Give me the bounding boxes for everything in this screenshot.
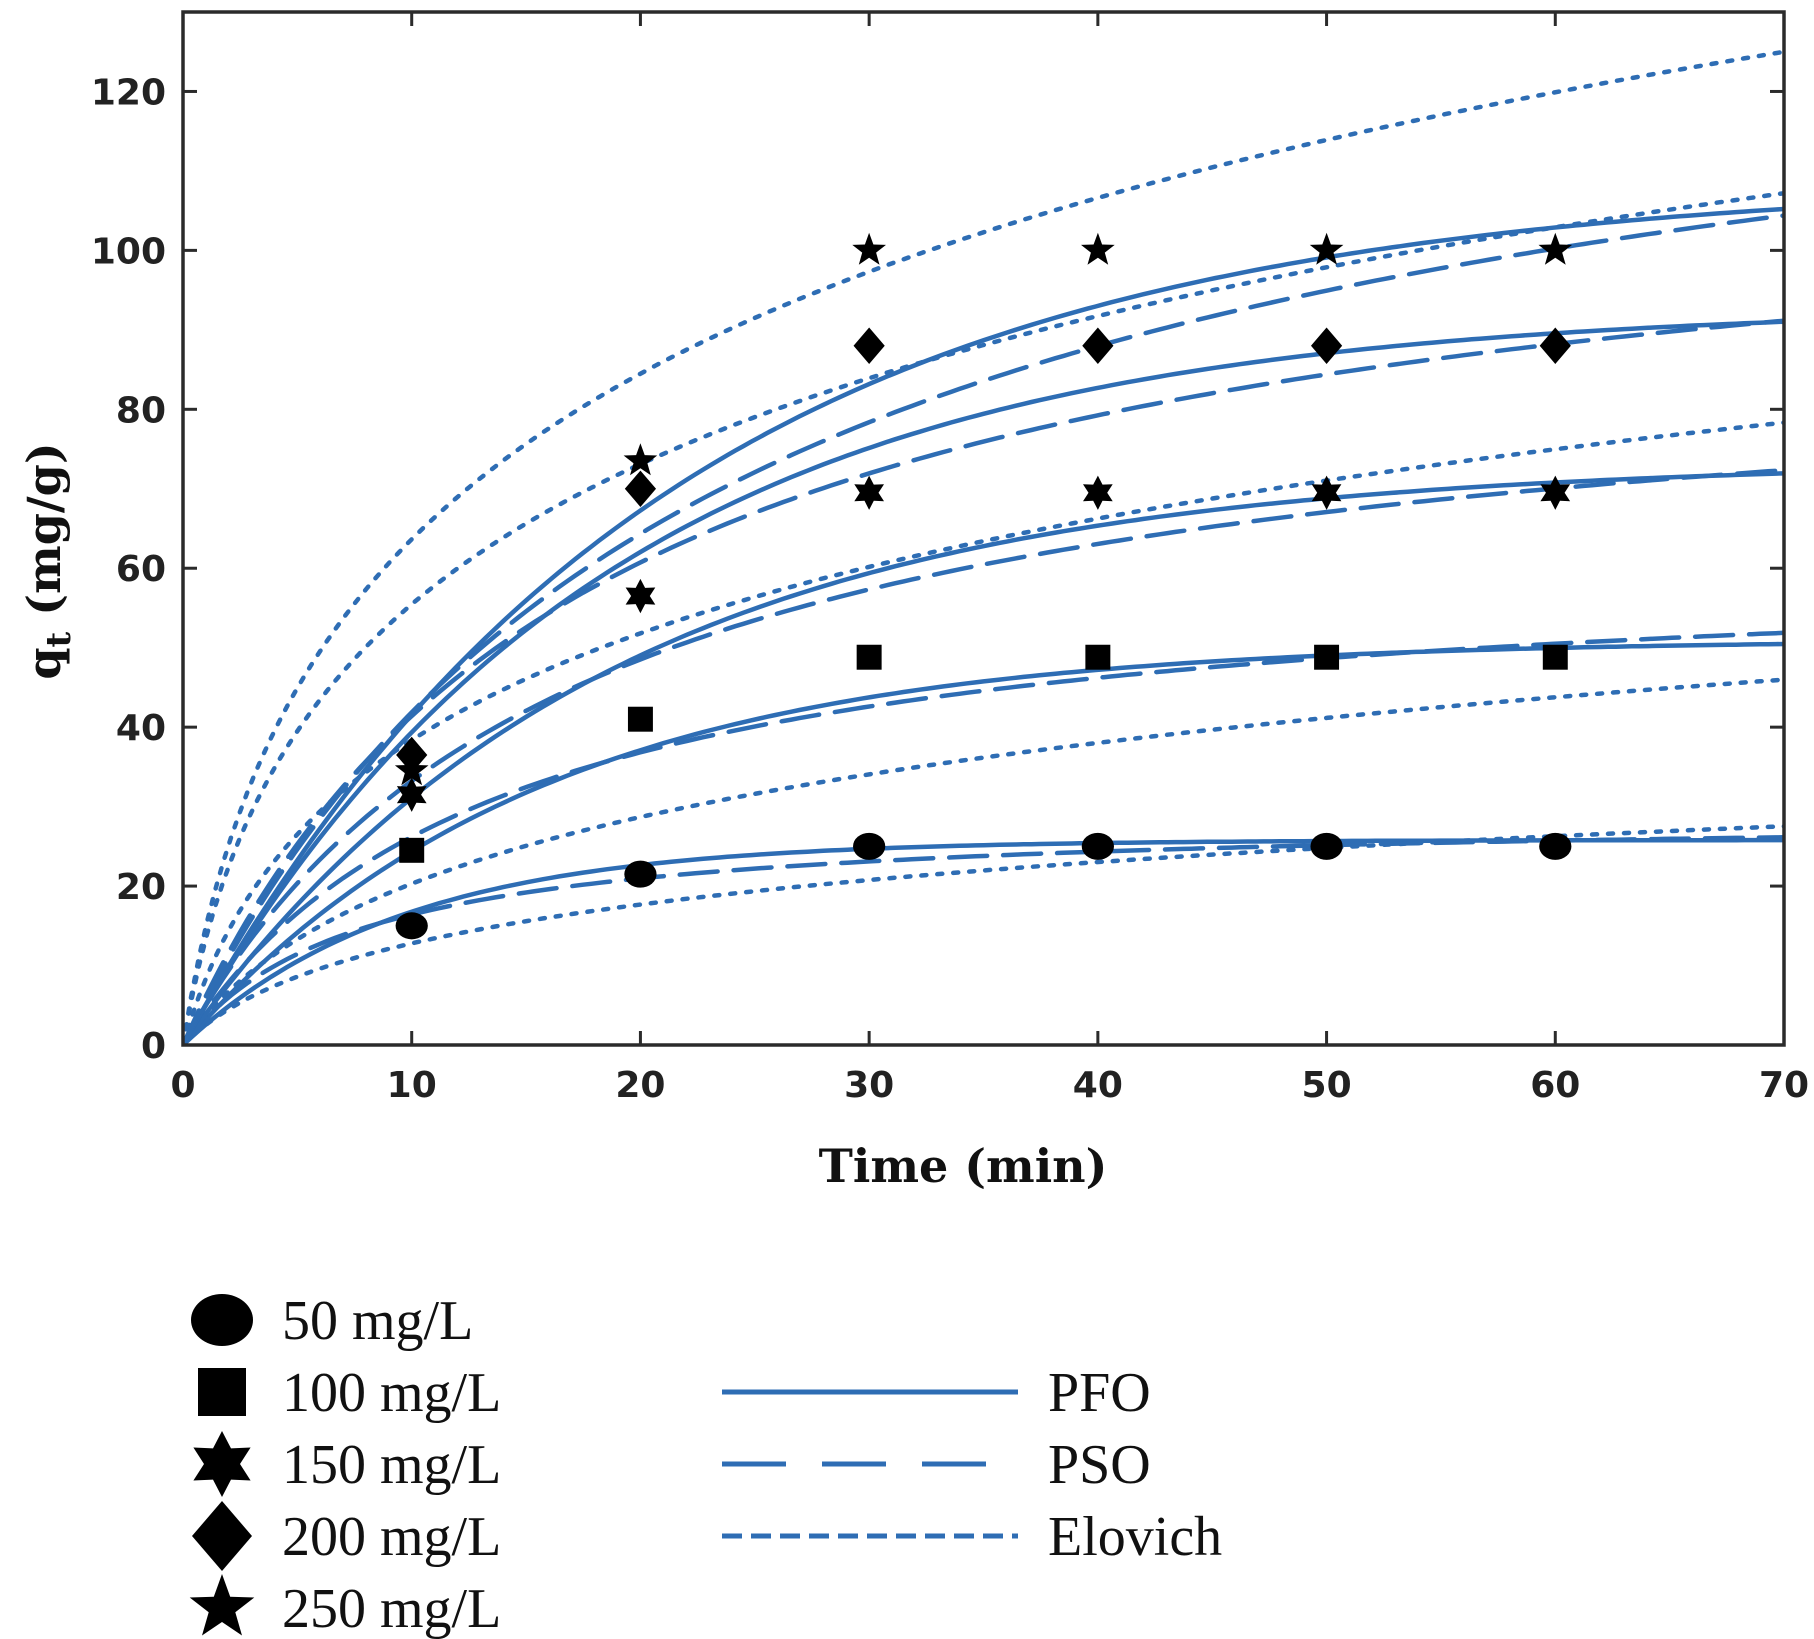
y-axis-title-sub: t xyxy=(39,631,79,647)
legend-item-1: 50 mg/L xyxy=(191,1290,473,1352)
fit-pfo-curve-4 xyxy=(183,319,1784,1045)
x-axis-title: Time (min) xyxy=(819,1139,1108,1193)
y-tick-label: 120 xyxy=(91,72,166,113)
plot-frame xyxy=(181,10,1786,1047)
data-point-4-6 xyxy=(1539,327,1571,364)
data-point-3-3 xyxy=(854,475,884,510)
data-point-4-2 xyxy=(624,470,657,507)
x-tick-label: 40 xyxy=(1073,1065,1123,1106)
y-tick-label: 80 xyxy=(116,390,166,431)
legend-fit-label: PFO xyxy=(1048,1362,1151,1424)
fit-elovich-curve-5 xyxy=(183,49,1784,1045)
data-point-2-1 xyxy=(399,837,425,863)
legend-item-2: 100 mg/L xyxy=(198,1362,501,1424)
legend-marker-star5 xyxy=(189,1574,255,1636)
legend-label: 250 mg/L xyxy=(282,1578,501,1639)
data-point-2-5 xyxy=(1314,644,1340,670)
fit-curves xyxy=(183,49,1784,1045)
data-point-1-4 xyxy=(1081,832,1114,860)
fit-pso-curve-1 xyxy=(183,835,1784,1045)
fit-pso-curve-2 xyxy=(183,630,1784,1045)
fit-elovich-curve-2 xyxy=(183,677,1784,1045)
y-tick-label: 100 xyxy=(91,231,166,272)
y-axis-title-main: q xyxy=(17,647,71,679)
y-tick-label: 20 xyxy=(116,867,166,908)
fit-pso-curve-3 xyxy=(183,467,1784,1045)
x-tick-label: 50 xyxy=(1302,1065,1352,1106)
legend-item-3: 150 mg/L xyxy=(193,1431,501,1497)
legend-fit-elovich: Elovich xyxy=(722,1506,1222,1568)
data-point-2-4 xyxy=(1085,644,1111,670)
fit-elovich-curve-3 xyxy=(183,420,1784,1045)
data-point-5-1 xyxy=(394,753,429,786)
data-point-1-1 xyxy=(395,912,428,940)
x-tick-label: 20 xyxy=(615,1065,665,1106)
data-point-3-5 xyxy=(1311,475,1342,510)
x-tick-label: 30 xyxy=(844,1065,894,1106)
data-point-1-6 xyxy=(1539,832,1572,860)
data-point-5-5 xyxy=(1309,232,1344,265)
data-point-5-3 xyxy=(852,232,886,265)
data-point-5-2 xyxy=(623,443,658,476)
x-tick-label: 60 xyxy=(1530,1065,1580,1106)
legend-item-5: 250 mg/L xyxy=(189,1574,501,1639)
data-point-3-4 xyxy=(1083,475,1113,510)
data-point-1-2 xyxy=(624,860,657,888)
legend-item-4: 200 mg/L xyxy=(192,1501,501,1571)
y-axis-title-unit: (mg/g) xyxy=(17,442,71,631)
legend-fit-label: Elovich xyxy=(1048,1506,1222,1568)
fit-pso-curve-5 xyxy=(183,213,1784,1045)
legend: 50 mg/L 100 mg/L 150 mg/L 200 mg/L 250 mg/L P… xyxy=(189,1290,1222,1639)
fit-pso-curve-4 xyxy=(183,318,1784,1045)
x-tick-label: 0 xyxy=(170,1065,195,1106)
legend-label: 200 mg/L xyxy=(282,1506,501,1568)
data-point-5-4 xyxy=(1081,232,1115,265)
data-point-5-6 xyxy=(1538,232,1573,265)
data-point-2-2 xyxy=(627,706,653,732)
legend-label: 50 mg/L xyxy=(282,1290,473,1352)
legend-marker-square xyxy=(198,1368,246,1416)
fit-elovich-curve-1 xyxy=(183,824,1784,1045)
legend-fit-label: PSO xyxy=(1048,1434,1151,1496)
data-point-2-6 xyxy=(1542,644,1568,670)
plot-area xyxy=(183,49,1784,1045)
data-point-3-1 xyxy=(396,777,427,812)
legend-label: 100 mg/L xyxy=(282,1362,501,1424)
legend-fit-pfo: PFO xyxy=(722,1362,1151,1424)
x-tick-label: 70 xyxy=(1759,1065,1809,1106)
legend-marker-star6 xyxy=(193,1431,251,1497)
y-axis-title: qt (mg/g) xyxy=(17,442,79,679)
legend-fit-pso: PSO xyxy=(722,1434,1151,1496)
legend-label: 150 mg/L xyxy=(282,1434,501,1496)
data-point-4-5 xyxy=(1310,327,1343,364)
legend-marker-diamond xyxy=(192,1501,252,1571)
data-point-2-3 xyxy=(856,644,882,670)
data-point-4-3 xyxy=(853,327,885,364)
data-points xyxy=(394,232,1573,940)
y-tick-label: 0 xyxy=(141,1026,166,1067)
y-tick-label: 60 xyxy=(116,549,166,590)
legend-marker-circle xyxy=(191,1294,253,1346)
data-point-1-5 xyxy=(1310,832,1343,860)
data-point-1-3 xyxy=(853,832,886,860)
x-tick-label: 10 xyxy=(387,1065,437,1106)
fit-pfo-curve-3 xyxy=(183,471,1784,1045)
data-point-3-6 xyxy=(1540,475,1571,510)
data-point-4-4 xyxy=(1082,327,1114,364)
data-point-3-2 xyxy=(625,578,656,614)
fit-pfo-curve-2 xyxy=(183,641,1784,1045)
axes: 0 10 20 30 40 50 60 70 0 20 40 60 80 100 120 xyxy=(91,10,1809,1106)
y-tick-label: 40 xyxy=(116,708,166,749)
